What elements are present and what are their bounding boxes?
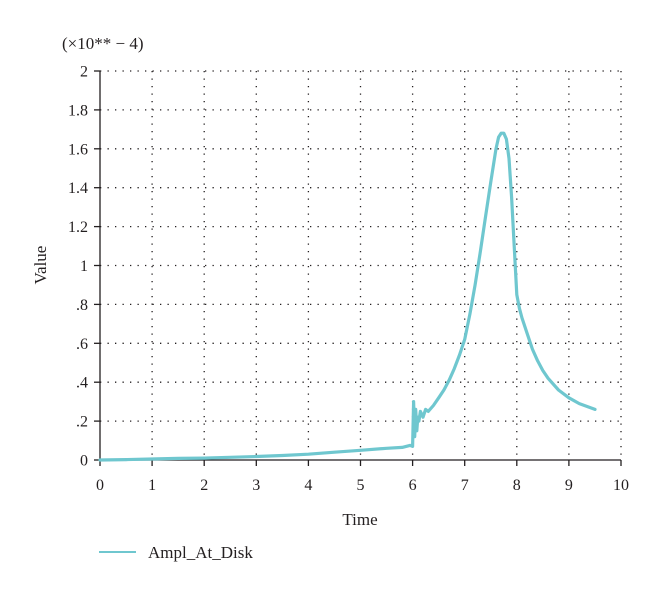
y-tick-label-8: 1.6 — [68, 141, 88, 158]
x-tick-label-4: 4 — [304, 477, 312, 494]
y-axis-label: Value — [31, 246, 50, 285]
x-tick-label-7: 7 — [461, 477, 469, 494]
y-tick-label-1: .2 — [76, 414, 88, 431]
x-tick-label-5: 5 — [357, 477, 365, 494]
x-tick-label-10: 10 — [613, 477, 629, 494]
x-tick-label-9: 9 — [565, 477, 573, 494]
y-tick-label-7: 1.4 — [68, 180, 88, 197]
x-tick-label-3: 3 — [252, 477, 260, 494]
x-tick-label-1: 1 — [148, 477, 156, 494]
y-tick-label-0: 0 — [80, 453, 88, 470]
x-tick-label-0: 0 — [96, 477, 104, 494]
y-tick-label-10: 2 — [80, 64, 88, 81]
x-tick-label-8: 8 — [513, 477, 521, 494]
y-axis-ticks: 0 .2 .4 .6 .8 1 1.2 1.4 1.6 1.8 2 — [68, 64, 100, 470]
x-axis-ticks: 0 1 2 3 4 5 6 7 8 9 10 — [96, 460, 629, 494]
y-tick-label-2: .4 — [76, 375, 88, 392]
gridlines — [100, 70, 622, 460]
series-group — [98, 131, 597, 462]
y-tick-label-6: 1.2 — [68, 219, 88, 236]
x-axis-label: Time — [342, 510, 377, 529]
series-line-ampl-at-disk — [98, 131, 597, 462]
x-tick-label-2: 2 — [200, 477, 208, 494]
legend-label-ampl-at-disk: Ampl_At_Disk — [148, 543, 253, 562]
y-tick-label-9: 1.8 — [68, 102, 88, 119]
y-multiplier-label: (×10** − 4) — [62, 34, 144, 53]
y-tick-label-3: .6 — [76, 336, 88, 353]
y-tick-label-5: 1 — [80, 258, 88, 275]
x-tick-label-6: 6 — [409, 477, 417, 494]
legend: Ampl_At_Disk — [99, 543, 253, 562]
y-tick-label-4: .8 — [76, 297, 88, 314]
